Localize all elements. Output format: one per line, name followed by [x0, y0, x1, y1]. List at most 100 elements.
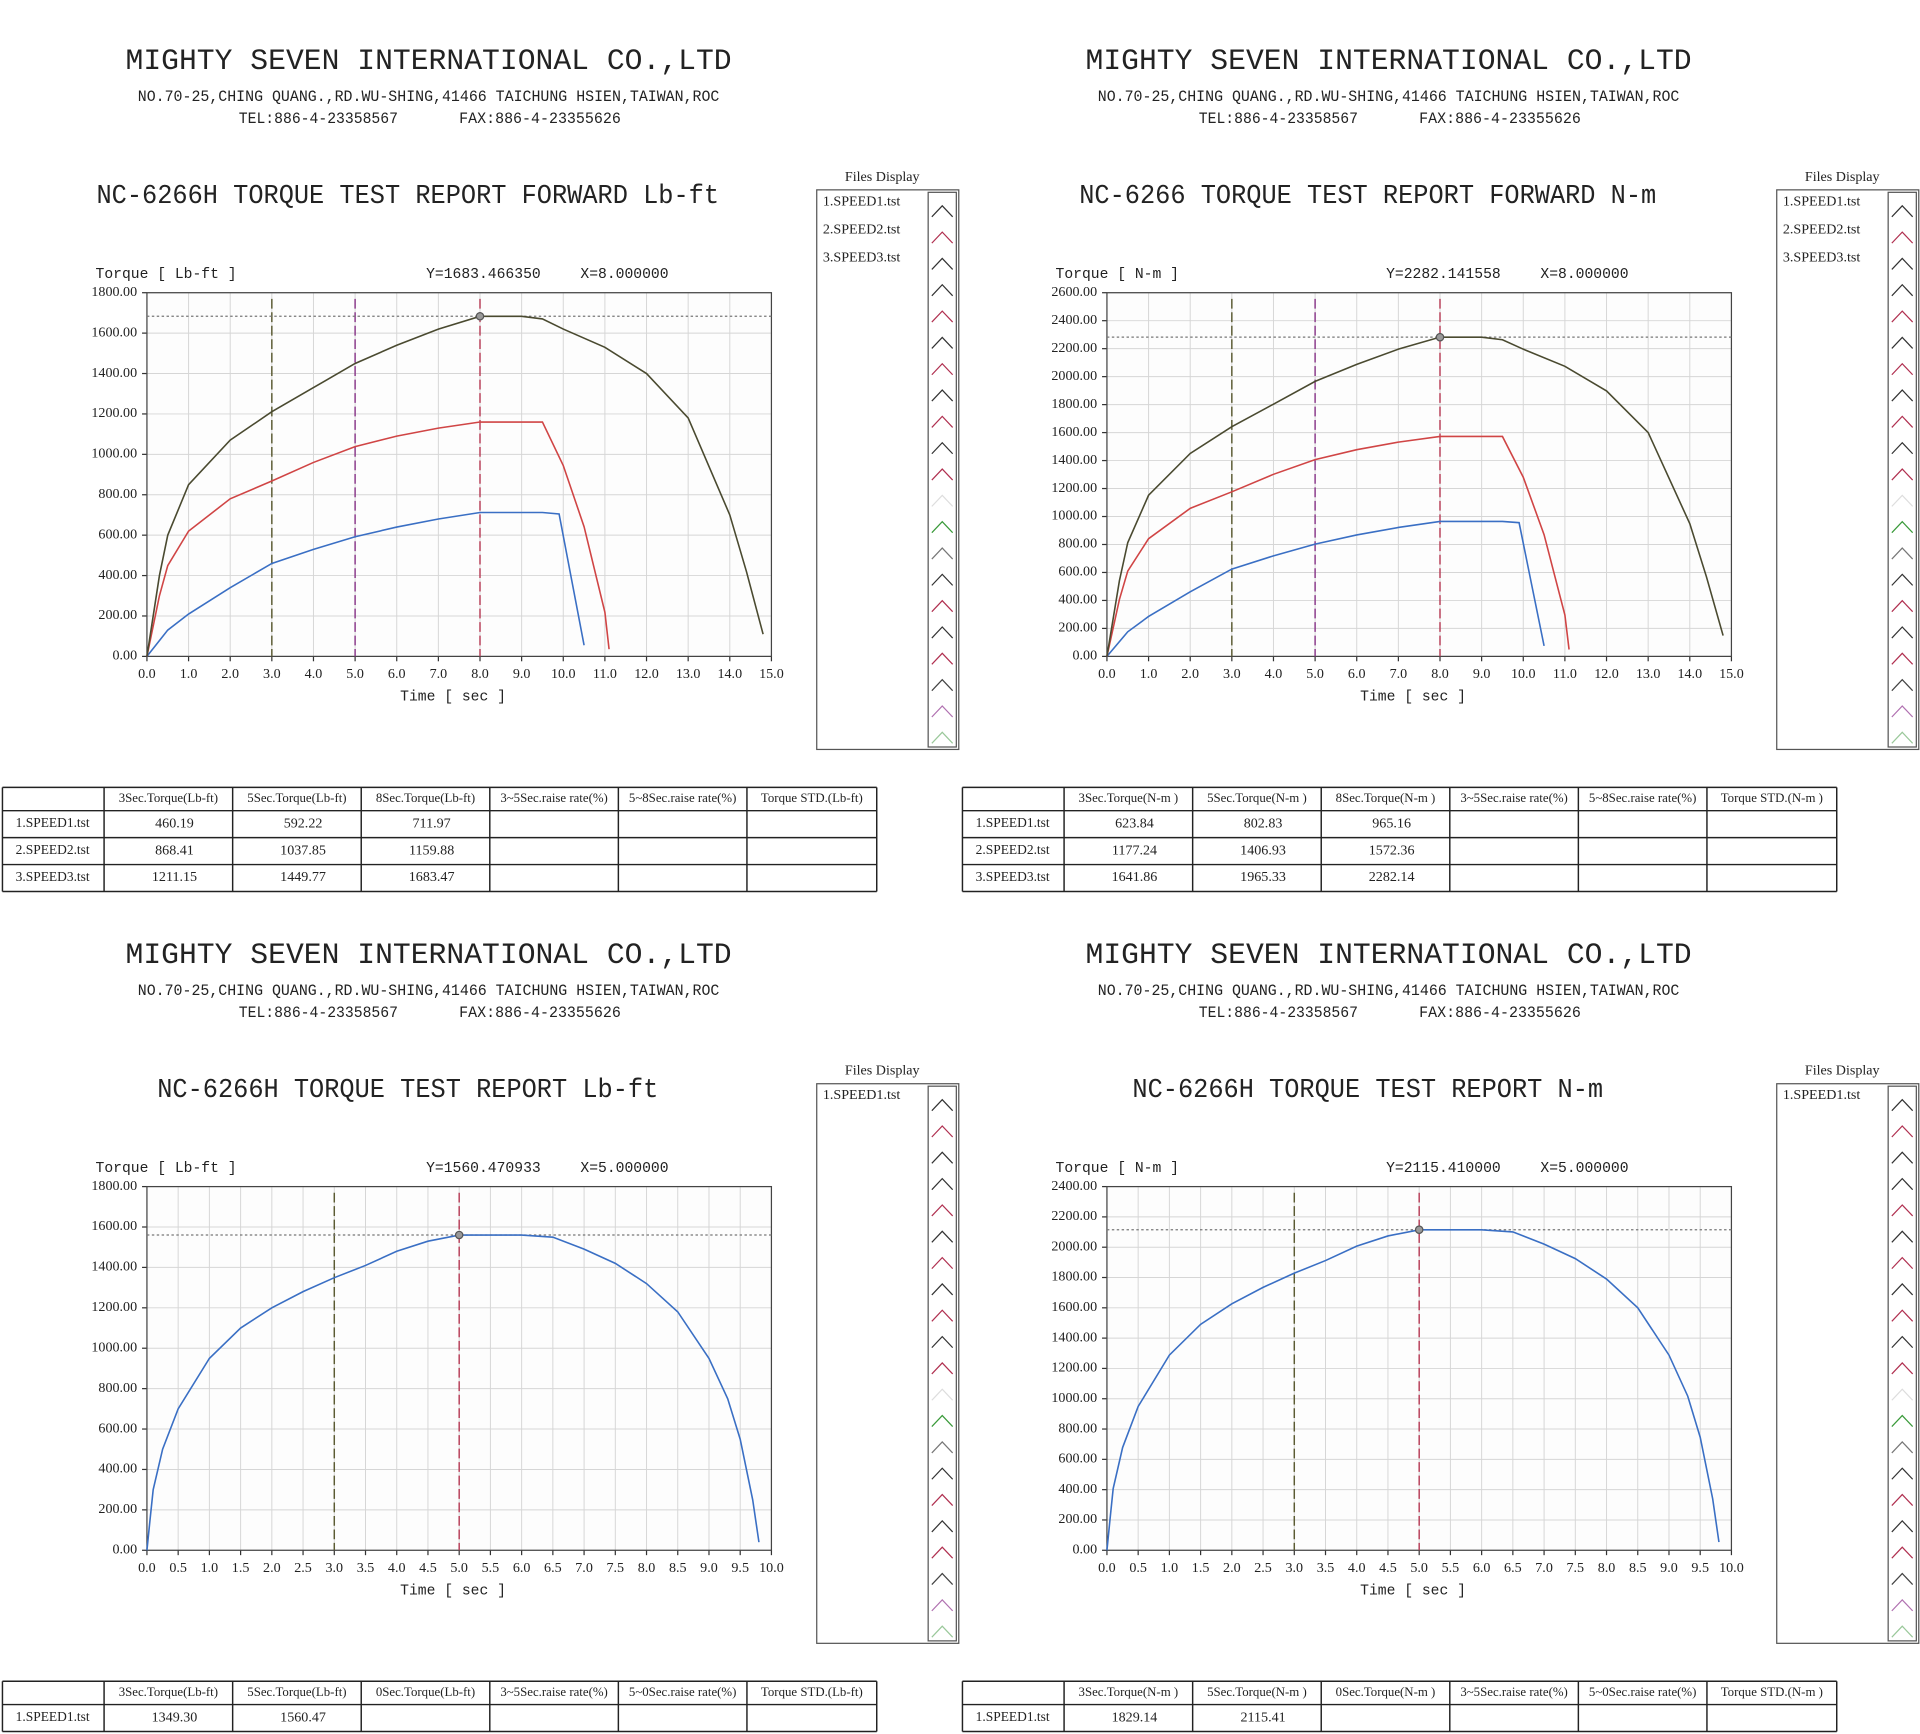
series-line [1106, 435, 1570, 657]
table-header: 8Sec.Torque(N-m ) [1336, 791, 1436, 805]
y-tick-label: 600.00 [98, 1420, 137, 1436]
x-axis-label: Time [ sec ] [1360, 690, 1466, 706]
file-icon [931, 1125, 954, 1138]
file-icon [1891, 1493, 1914, 1506]
x-tick-label: 0.0 [138, 1560, 156, 1576]
series-line [1106, 336, 1724, 657]
file-icon [1891, 547, 1914, 560]
row-label: 1.SPEED1.tst [976, 815, 1050, 830]
file-icon [931, 336, 954, 349]
row-label: 1.SPEED1.tst [16, 815, 90, 830]
file-icon [1891, 1441, 1914, 1454]
file-icon [1891, 1467, 1914, 1480]
x-tick-label: 2.0 [1181, 666, 1199, 682]
file-icon [931, 1441, 954, 1454]
x-tick-label: 8.5 [669, 1560, 687, 1576]
x-tick-label: 10.0 [759, 1560, 784, 1576]
file-icon [931, 415, 954, 428]
table-cell: 1560.47 [280, 1709, 326, 1725]
row-label: 1.SPEED1.tst [976, 1709, 1050, 1724]
x-tick-label: 6.0 [1348, 666, 1366, 682]
table-cell: 2282.14 [1369, 869, 1415, 885]
file-icon [931, 678, 954, 692]
file-icon [1891, 415, 1914, 428]
plot-area [1106, 292, 1732, 657]
company-name: MIGHTY SEVEN INTERNATIONAL CO.,LTD [1086, 45, 1692, 78]
y-tick-label: 200.00 [98, 607, 137, 623]
file-entry: 3.SPEED3.tst [823, 250, 901, 266]
cursor-point [454, 1230, 464, 1240]
y-tick-label: 200.00 [98, 1501, 137, 1517]
file-icon [1891, 231, 1914, 244]
file-icon [1891, 573, 1914, 586]
report-panel: MIGHTY SEVEN INTERNATIONAL CO.,LTD NO.70-… [1, 45, 960, 893]
table-cell: 1572.36 [1369, 842, 1415, 858]
file-icon [931, 1098, 954, 1112]
file-icon [1891, 1362, 1914, 1375]
table-header: Torque STD.(N-m ) [1721, 1685, 1823, 1699]
company-tel: TEL:886-4-23358567 [1199, 110, 1358, 128]
cursor-point [1414, 1225, 1424, 1235]
series-line [1106, 520, 1545, 657]
files-display-box [1776, 1083, 1920, 1644]
y-axis-label: Torque [ N-m ] [1056, 1161, 1179, 1177]
file-icon [1891, 336, 1914, 349]
x-tick-label: 3.0 [1285, 1560, 1303, 1576]
x-tick-label: 1.0 [1140, 666, 1158, 682]
file-icon [1891, 204, 1914, 218]
y-tick-label: 2400.00 [1051, 312, 1097, 328]
file-entry: 1.SPEED1.tst [823, 1087, 901, 1103]
file-entry: 2.SPEED2.tst [823, 221, 901, 237]
report-panel: MIGHTY SEVEN INTERNATIONAL CO.,LTD NO.70-… [1, 939, 960, 1733]
x-tick-label: 7.0 [430, 666, 448, 682]
company-address: NO.70-25,CHING QUANG.,RD.WU-SHING,41466 … [1098, 88, 1680, 106]
table-cell: 623.84 [1115, 815, 1154, 831]
row-label: 1.SPEED1.tst [16, 1709, 90, 1724]
x-tick-label: 6.0 [1473, 1560, 1491, 1576]
cursor-readout: X=5.000000 [580, 1161, 668, 1177]
y-axis-label: Torque [ N-m ] [1056, 267, 1179, 283]
table-header: 0Sec.Torque(N-m ) [1336, 1685, 1436, 1699]
y-tick-label: 400.00 [98, 1461, 137, 1477]
x-tick-label: 0.0 [1098, 666, 1116, 682]
file-icon [1891, 1204, 1914, 1217]
y-tick-label: 1000.00 [1051, 1390, 1097, 1406]
file-icon [1891, 1625, 1914, 1638]
table-header: 5Sec.Torque(Lb-ft) [247, 1685, 346, 1699]
y-tick-label: 0.00 [1073, 648, 1098, 664]
x-tick-label: 2.0 [221, 666, 239, 682]
table-cell: 1211.15 [152, 869, 197, 885]
x-axis-label: Time [ sec ] [400, 690, 506, 706]
file-icon [1891, 652, 1914, 665]
file-icon [1891, 1125, 1914, 1138]
file-icon [1891, 1519, 1914, 1533]
x-tick-label: 11.0 [593, 666, 617, 682]
x-tick-label: 10.0 [1719, 1560, 1744, 1576]
x-tick-label: 4.5 [1379, 1560, 1397, 1576]
x-tick-label: 14.0 [1677, 666, 1702, 682]
cursor-readout: Y=2115.410000 [1386, 1161, 1501, 1177]
y-tick-label: 1600.00 [91, 324, 137, 340]
table-cell: 1829.14 [1112, 1709, 1158, 1725]
table-cell: 711.97 [413, 815, 451, 831]
file-icon [931, 1598, 954, 1612]
file-icon [1891, 1309, 1914, 1322]
x-tick-label: 5.0 [1410, 1560, 1428, 1576]
company-fax: FAX:886-4-23355626 [459, 1004, 621, 1022]
x-tick-label: 9.0 [513, 666, 531, 682]
y-tick-label: 400.00 [98, 567, 137, 583]
y-tick-label: 1800.00 [1051, 396, 1097, 412]
y-axis-label: Torque [ Lb-ft ] [96, 1161, 237, 1177]
x-tick-label: 3.0 [325, 1560, 343, 1576]
series-line [146, 421, 610, 657]
x-tick-label: 4.0 [388, 1560, 406, 1576]
y-tick-label: 1000.00 [91, 446, 137, 462]
file-icon [931, 1256, 954, 1270]
file-entry: 2.SPEED2.tst [1783, 221, 1861, 237]
file-icon [931, 705, 954, 718]
file-icon [1891, 494, 1914, 507]
y-tick-label: 2200.00 [1051, 1208, 1097, 1224]
file-icon [931, 520, 954, 534]
file-icon [1891, 599, 1914, 613]
x-tick-label: 7.0 [1535, 1560, 1553, 1576]
